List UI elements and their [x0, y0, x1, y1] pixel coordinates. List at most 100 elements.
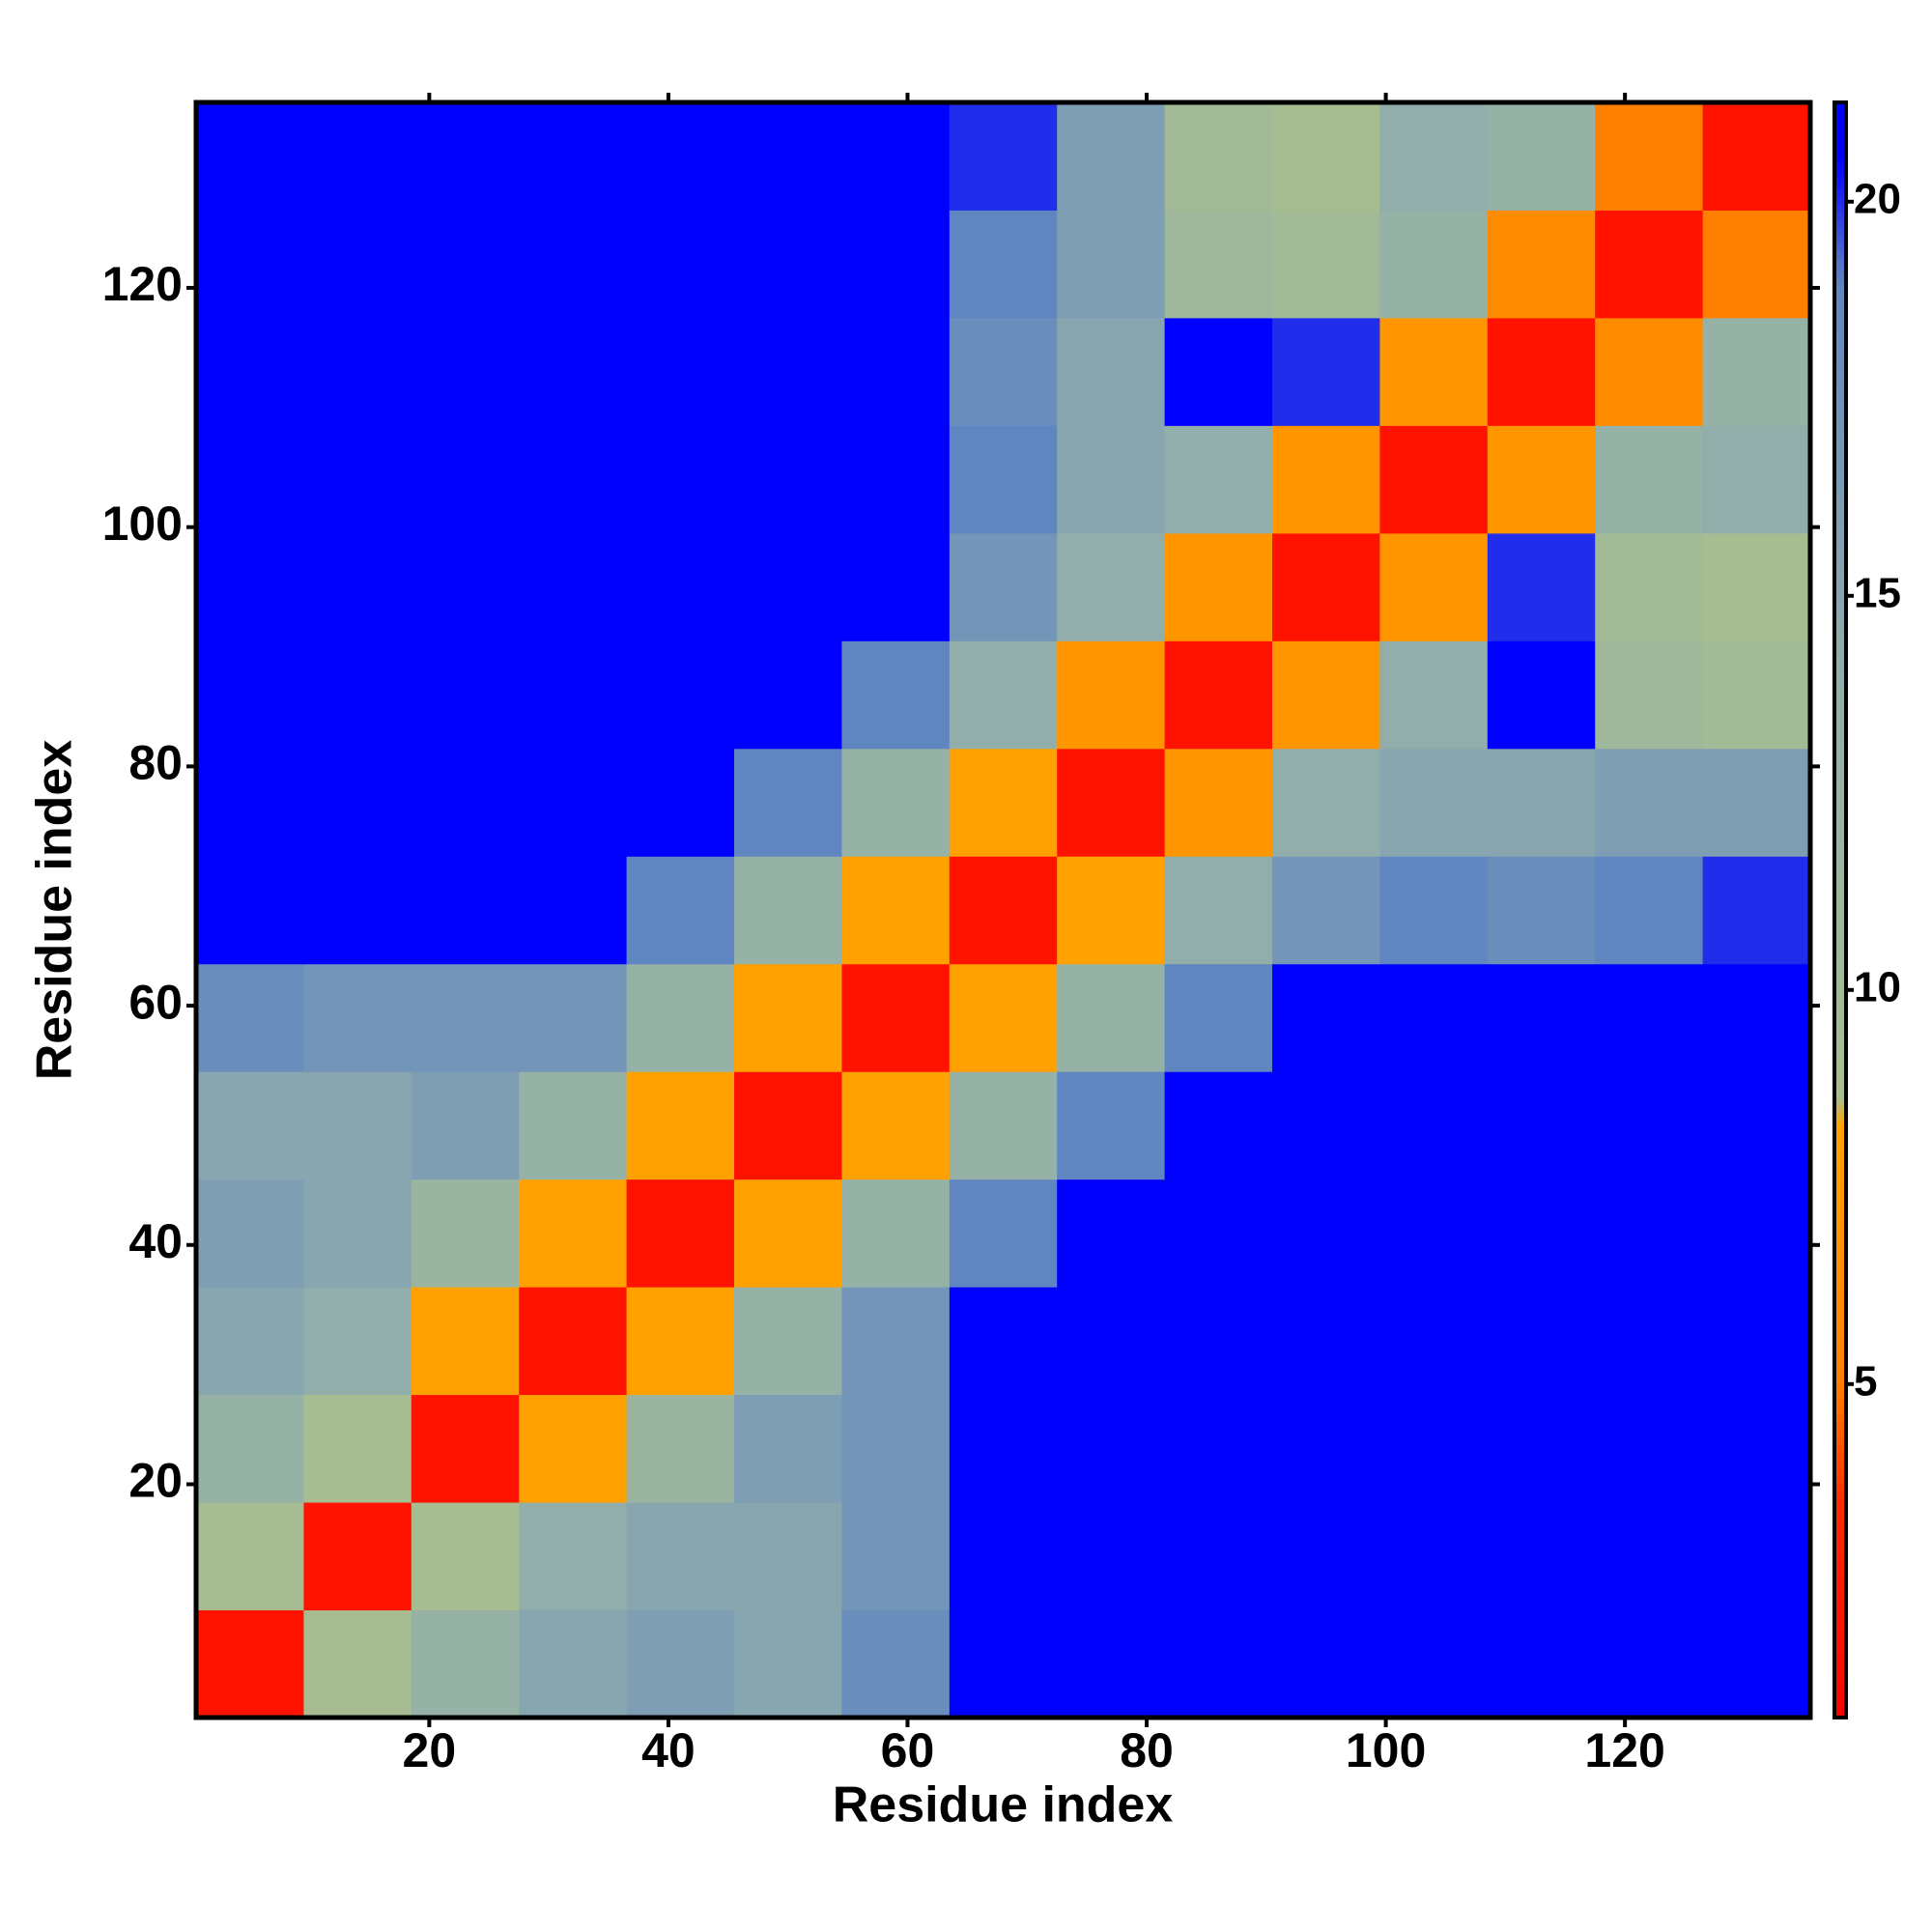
heatmap-cell	[1272, 1071, 1380, 1180]
heatmap-cell	[1379, 1287, 1489, 1396]
heatmap-cell	[1164, 1502, 1273, 1611]
heatmap-cell	[1057, 102, 1166, 211]
heatmap-cell	[411, 963, 520, 1072]
heatmap-cell	[1164, 210, 1273, 319]
heatmap-cell	[1595, 1071, 1704, 1180]
heatmap-cell	[1595, 748, 1704, 857]
heatmap-cell	[196, 1609, 304, 1719]
heatmap-cell	[1379, 102, 1489, 211]
heatmap-cell	[196, 1394, 304, 1503]
heatmap-cell	[303, 748, 412, 857]
heatmap-cell	[1595, 963, 1704, 1072]
heatmap-cell	[411, 1287, 520, 1396]
heatmap-cell	[411, 1179, 520, 1288]
heatmap-cell	[303, 532, 412, 641]
heatmap-cell	[303, 1179, 412, 1288]
heatmap-cell	[949, 210, 1058, 319]
heatmap-cell	[411, 1394, 520, 1503]
heatmap-cell	[841, 1502, 951, 1611]
heatmap-cell	[1595, 1179, 1704, 1288]
y-tick-label: 100	[102, 497, 183, 551]
heatmap-cell	[1487, 640, 1596, 750]
heatmap-cell	[949, 102, 1058, 211]
heatmap-cell	[1702, 748, 1811, 857]
heatmap-cell	[519, 1179, 628, 1288]
heatmap-cell	[411, 317, 520, 426]
heatmap-cell	[1487, 1071, 1596, 1180]
heatmap-cell	[841, 1179, 951, 1288]
heatmap-cell	[1702, 1179, 1811, 1288]
heatmap-cell	[519, 1071, 628, 1180]
heatmap-cell	[1379, 317, 1489, 426]
heatmap-cell	[1057, 748, 1166, 857]
heatmap-cell	[411, 210, 520, 319]
heatmap-cell	[1164, 1071, 1273, 1180]
heatmap-cell	[519, 317, 628, 426]
heatmap-cell	[949, 1394, 1058, 1503]
heatmap-cell	[1487, 1609, 1596, 1719]
heatmap-cell	[1487, 748, 1596, 857]
heatmap-cell	[1164, 748, 1273, 857]
heatmap-cell	[196, 317, 304, 426]
heatmap-cell	[519, 1287, 628, 1396]
heatmap-cell	[196, 1502, 304, 1611]
heatmap-cell	[949, 748, 1058, 857]
heatmap-cell	[196, 748, 304, 857]
heatmap-cell	[196, 210, 304, 319]
heatmap-cell	[1379, 1179, 1489, 1288]
x-tick-label: 80	[1120, 1723, 1174, 1777]
heatmap-cell	[1272, 640, 1380, 750]
heatmap-cell	[1164, 1394, 1273, 1503]
heatmap-cell	[196, 856, 304, 965]
heatmap-cell	[1164, 425, 1273, 534]
heatmap-cell	[1595, 1609, 1704, 1719]
heatmap-cell	[411, 1609, 520, 1719]
x-tick-label: 20	[403, 1723, 457, 1777]
heatmap-cell	[303, 1394, 412, 1503]
heatmap-cell	[734, 1394, 842, 1503]
heatmap-cell	[626, 1394, 735, 1503]
heatmap-cell	[519, 425, 628, 534]
heatmap-cell	[1487, 102, 1596, 211]
heatmap-cell	[734, 425, 842, 534]
heatmap-cell	[1595, 317, 1704, 426]
heatmap-cell	[1164, 532, 1273, 641]
heatmap-cell	[841, 102, 951, 211]
heatmap-cell	[1272, 102, 1380, 211]
heatmap-cell	[519, 1502, 628, 1611]
heatmap-cell	[519, 102, 628, 211]
heatmap-cell	[1057, 1071, 1166, 1180]
heatmap-cell	[626, 1609, 735, 1719]
heatmap-cell	[1595, 1394, 1704, 1503]
heatmap-cell	[949, 1179, 1058, 1288]
heatmap-cell	[1702, 856, 1811, 965]
colorbar-tick-label: 15	[1854, 569, 1901, 616]
y-tick-label: 120	[102, 257, 183, 311]
heatmap-cell	[626, 425, 735, 534]
heatmap-cell	[1164, 1179, 1273, 1288]
heatmap-cell	[196, 532, 304, 641]
heatmap-cell	[734, 1071, 842, 1180]
x-axis-title: Residue index	[833, 1777, 1174, 1833]
heatmap-cell	[196, 640, 304, 750]
heatmap-cell	[1057, 1179, 1166, 1288]
heatmap-cell	[1164, 1609, 1273, 1719]
heatmap-cell	[626, 317, 735, 426]
heatmap-cell	[949, 1502, 1058, 1611]
heatmap-cell	[734, 748, 842, 857]
heatmap-cell	[303, 963, 412, 1072]
heatmap-cell	[734, 1287, 842, 1396]
heatmap-cell	[411, 425, 520, 534]
heatmap-cell	[196, 1179, 304, 1288]
heatmap-cell	[1057, 1609, 1166, 1719]
heatmap-cell	[411, 640, 520, 750]
y-tick-label: 80	[128, 736, 183, 790]
heatmap-cell	[1487, 1394, 1596, 1503]
heatmap-cell	[303, 856, 412, 965]
heatmap-cell	[1272, 532, 1380, 641]
heatmap-cell	[303, 317, 412, 426]
heatmap-cell	[1702, 102, 1811, 211]
heatmap-cell	[1272, 1502, 1380, 1611]
heatmap-cell	[1379, 1502, 1489, 1611]
x-tick-label: 120	[1584, 1723, 1664, 1777]
